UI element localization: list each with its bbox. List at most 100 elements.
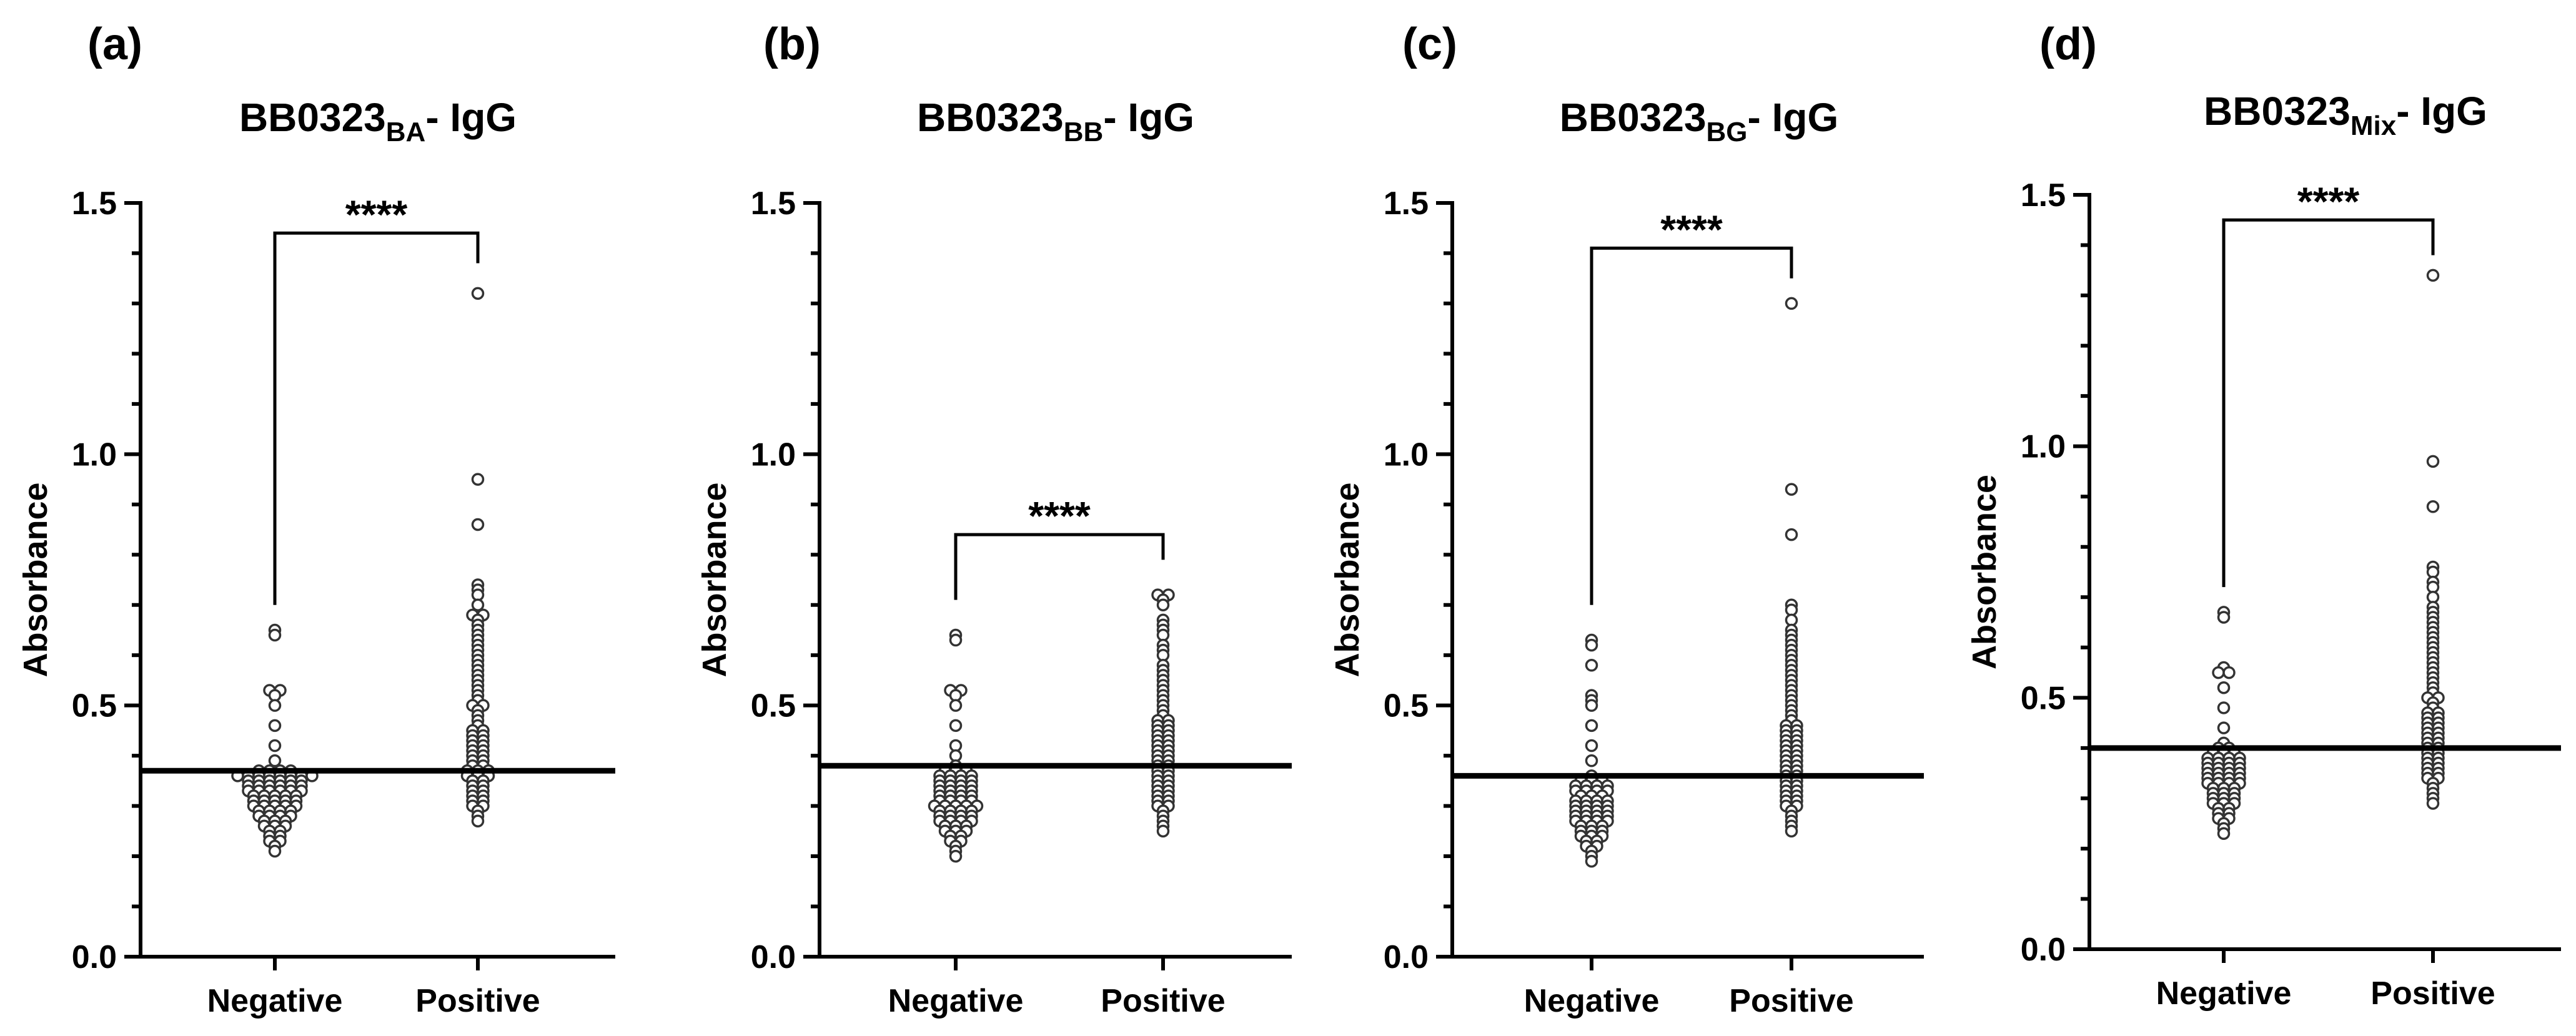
panel-letter: (c)	[1402, 19, 1457, 69]
data-point-negative	[2217, 701, 2231, 714]
data-point-positive	[1156, 824, 1170, 838]
y-tick-label: 0.5	[2021, 680, 2066, 716]
x-category-label: Positive	[415, 983, 540, 1019]
significance-bracket	[2222, 218, 2435, 588]
title-suffix: - IgG	[2396, 89, 2487, 134]
y-tick-label: 1.5	[751, 185, 796, 222]
data-point-negative	[1585, 754, 1598, 767]
data-point-negative	[268, 699, 282, 712]
x-category-label: Positive	[2370, 975, 2495, 1012]
data-point-negative	[1585, 699, 1598, 712]
data-point-negative	[1585, 659, 1598, 672]
y-axis-title: Absorbance	[696, 482, 733, 677]
y-tick-label: 0.0	[751, 939, 796, 975]
y-tick-label: 1.0	[751, 437, 796, 473]
data-point-negative	[949, 633, 963, 647]
significance-label: ****	[1028, 493, 1091, 538]
y-tick-label: 0.0	[1384, 939, 1429, 975]
data-point-negative	[2222, 666, 2236, 679]
x-category-label: Positive	[1729, 983, 1853, 1019]
data-point-positive	[2426, 269, 2440, 282]
significance-bracket	[954, 533, 1165, 600]
significance-bracket	[1590, 246, 1793, 605]
title-subscript: BB	[1064, 117, 1104, 147]
data-point-positive	[471, 473, 485, 486]
chart-title: BB0323BB- IgG	[917, 95, 1194, 147]
data-point-negative	[2217, 681, 2231, 694]
title-suffix: - IgG	[1748, 95, 1839, 140]
significance-label: ****	[1660, 207, 1723, 252]
significance-bracket	[273, 231, 480, 605]
title-main: BB0323	[917, 95, 1064, 140]
y-tick-label: 0.5	[1384, 688, 1429, 724]
x-category-label: Negative	[888, 983, 1024, 1019]
x-category-label: Negative	[2156, 975, 2292, 1012]
data-point-positive	[1785, 824, 1798, 838]
data-point-negative	[1585, 638, 1598, 652]
panel-d: (d) BB0323Mix- IgG Absorbance 0.0 0.5 1.0 1.5 N…	[1966, 19, 2561, 1012]
significance-label: ****	[2297, 179, 2360, 224]
data-point-negative	[1585, 719, 1598, 733]
data-point-positive	[471, 518, 485, 531]
panel-b: (b) BB0323BB- IgG Absorbance 0.0 0.5 1.0 1.5 Ne…	[696, 19, 1292, 1019]
data-point-positive	[2426, 797, 2440, 810]
title-subscript: Mix	[2351, 111, 2397, 141]
data-point-positive	[471, 814, 485, 827]
data-point-negative	[2212, 666, 2225, 679]
data-point-negative	[949, 849, 963, 863]
data-point-negative	[268, 628, 282, 642]
data-point-negative	[1585, 854, 1598, 868]
title-main: BB0323	[2204, 89, 2351, 134]
data-point-negative	[268, 754, 282, 767]
data-point-negative	[2217, 721, 2231, 734]
y-tick-label: 0.0	[2021, 932, 2066, 968]
data-point-negative	[949, 719, 963, 733]
data-point-positive	[1785, 483, 1798, 496]
chart-title: BB0323Mix- IgG	[2204, 89, 2487, 141]
data-point-positive	[471, 287, 485, 300]
panel-a: (a) BB0323BA- IgG Absorbance 0.0 0.5 1.0 1.5 Ne…	[17, 19, 615, 1019]
significance-label: ****	[345, 192, 408, 237]
data-point-negative	[2217, 827, 2231, 841]
y-tick-label: 1.0	[2021, 429, 2066, 465]
data-point-negative	[268, 719, 282, 733]
data-point-negative	[268, 844, 282, 858]
y-tick-label: 1.5	[72, 185, 117, 222]
data-point-negative	[268, 739, 282, 752]
data-point-positive	[1156, 598, 1170, 611]
data-point-positive	[2426, 455, 2440, 468]
panel-c: (c) BB0323BG- IgG Absorbance 0.0 0.5 1.0 1.5 Ne…	[1329, 19, 1924, 1019]
title-subscript: BA	[386, 117, 426, 147]
data-point-negative	[1585, 739, 1598, 752]
x-category-label: Positive	[1101, 983, 1225, 1019]
x-category-label: Negative	[1524, 983, 1660, 1019]
y-tick-label: 0.5	[751, 688, 796, 724]
title-main: BB0323	[1560, 95, 1707, 140]
y-tick-label: 1.0	[72, 437, 117, 473]
data-point-negative	[949, 699, 963, 712]
panel-letter: (a)	[87, 19, 142, 69]
y-tick-label: 1.0	[1384, 437, 1429, 473]
panel-letter: (d)	[2039, 19, 2097, 69]
y-axis-title: Absorbance	[1329, 482, 1366, 677]
data-point-positive	[1785, 528, 1798, 541]
title-suffix: - IgG	[425, 95, 517, 140]
data-point-positive	[2426, 500, 2440, 513]
y-axis-title: Absorbance	[1966, 475, 2003, 669]
panel-letter: (b)	[763, 19, 821, 69]
data-point-positive	[1785, 297, 1798, 310]
chart-title: BB0323BG- IgG	[1560, 95, 1839, 147]
title-main: BB0323	[239, 95, 386, 140]
y-tick-label: 0.0	[72, 939, 117, 975]
y-tick-label: 1.5	[2021, 177, 2066, 214]
x-category-label: Negative	[207, 983, 343, 1019]
y-tick-label: 1.5	[1384, 185, 1429, 222]
y-axis-title: Absorbance	[17, 482, 54, 677]
data-point-negative	[2217, 611, 2231, 624]
title-subscript: BG	[1707, 117, 1748, 147]
data-point-positive	[471, 598, 485, 611]
y-tick-label: 0.5	[72, 688, 117, 724]
title-suffix: - IgG	[1103, 95, 1194, 140]
chart-title: BB0323BA- IgG	[239, 95, 517, 147]
